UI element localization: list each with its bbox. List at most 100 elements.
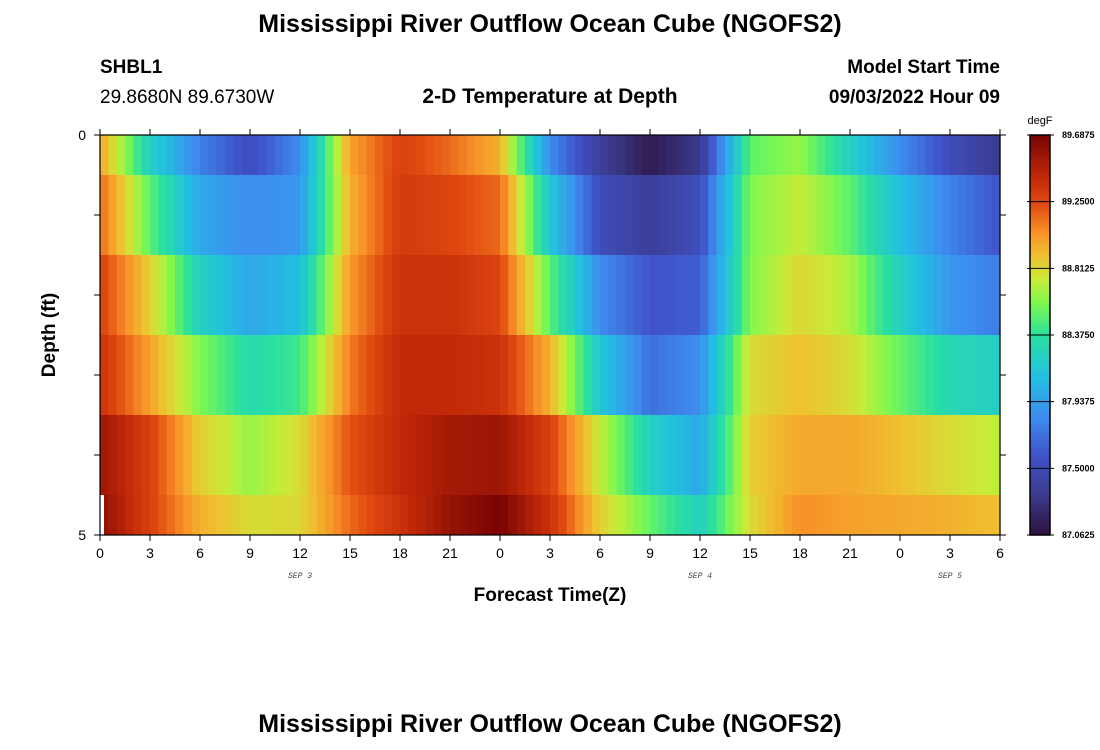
heatmap-cell: [466, 255, 476, 335]
heatmap-cell: [933, 135, 943, 175]
heatmap-cell: [408, 175, 418, 255]
heatmap-cell: [125, 135, 134, 175]
heatmap-cell: [333, 415, 343, 495]
colorbar-segment: [1030, 189, 1050, 192]
heatmap-cell: [691, 175, 701, 255]
heatmap-cell: [875, 135, 884, 175]
heatmap-cell: [966, 175, 976, 255]
heatmap-cell: [616, 255, 626, 335]
heatmap-cell: [741, 255, 751, 335]
heatmap-cell: [891, 255, 901, 335]
heatmap-cell: [208, 335, 218, 415]
heatmap-cell: [266, 175, 276, 255]
heatmap-cell: [550, 255, 559, 335]
x-tick-label: 6: [196, 545, 204, 561]
colorbar-segment: [1030, 167, 1050, 170]
heatmap-cell: [666, 135, 676, 175]
heatmap-cell: [675, 135, 684, 175]
heatmap-cell: [141, 335, 151, 415]
heatmap-cell: [383, 255, 393, 335]
heatmap-cell: [858, 495, 868, 535]
heatmap-cell: [583, 335, 593, 415]
colorbar-segment: [1030, 507, 1050, 510]
heatmap-cell: [533, 495, 543, 535]
colorbar-segment: [1030, 139, 1050, 142]
heatmap-cell: [891, 495, 901, 535]
heatmap-cell: [791, 175, 801, 255]
heatmap-cell: [525, 495, 534, 535]
colorbar-segment: [1030, 187, 1050, 190]
heatmap-cell: [566, 255, 576, 335]
heatmap-cell: [458, 495, 468, 535]
colorbar-segment: [1030, 399, 1050, 402]
heatmap-cell: [150, 415, 159, 495]
colorbar-segment: [1030, 441, 1050, 444]
heatmap-cell: [591, 415, 601, 495]
heatmap-cell: [125, 415, 134, 495]
colorbar-segment: [1030, 159, 1050, 162]
heatmap-cell: [500, 335, 509, 415]
colorbar-segment: [1030, 493, 1050, 496]
heatmap-cell: [850, 415, 859, 495]
heatmap-cell: [183, 495, 193, 535]
heatmap-cell: [158, 415, 168, 495]
heatmap-cell: [850, 335, 859, 415]
heatmap-cell: [341, 335, 351, 415]
heatmap-cell: [766, 415, 776, 495]
heatmap-cell: [116, 415, 126, 495]
heatmap-cell: [341, 135, 351, 175]
heatmap-cell: [258, 415, 268, 495]
colorbar-segment: [1030, 529, 1050, 532]
heatmap-cell: [191, 135, 201, 175]
heatmap-cell: [833, 335, 843, 415]
heatmap-cell: [525, 175, 534, 255]
heatmap-cells: [100, 135, 1001, 535]
heatmap-cell: [825, 495, 834, 535]
heatmap-cell: [733, 175, 743, 255]
heatmap-cell: [600, 175, 609, 255]
colorbar-segment: [1030, 137, 1050, 140]
heatmap-cell: [408, 255, 418, 335]
colorbar-segment: [1030, 217, 1050, 220]
heatmap-cell: [150, 135, 159, 175]
heatmap-cell: [333, 335, 343, 415]
colorbar-segment: [1030, 307, 1050, 310]
heatmap-cell: [916, 415, 926, 495]
heatmap-cell: [733, 255, 743, 335]
heatmap-cell: [866, 335, 876, 415]
heatmap-cell: [158, 255, 168, 335]
heatmap-cell: [916, 175, 926, 255]
heatmap-cell: [100, 255, 109, 335]
colorbar-segment: [1030, 165, 1050, 168]
colorbar-segment: [1030, 241, 1050, 244]
heatmap-cell: [450, 255, 459, 335]
colorbar-segment: [1030, 277, 1050, 280]
heatmap-cell: [325, 255, 334, 335]
heatmap-cell: [200, 335, 209, 415]
heatmap-cell: [466, 415, 476, 495]
colorbar-segment: [1030, 525, 1050, 528]
colorbar-segment: [1030, 387, 1050, 390]
colorbar-segment: [1030, 471, 1050, 474]
heatmap-cell: [608, 495, 618, 535]
heatmap-cell: [450, 135, 459, 175]
heatmap-cell: [275, 135, 284, 175]
colorbar-segment: [1030, 505, 1050, 508]
heatmap-cell: [700, 335, 709, 415]
colorbar-segment: [1030, 245, 1050, 248]
heatmap-cell: [616, 175, 626, 255]
heatmap-cell: [450, 415, 459, 495]
colorbar-segment: [1030, 473, 1050, 476]
heatmap-cell: [383, 495, 393, 535]
heatmap-cell: [725, 495, 734, 535]
heatmap-cell: [491, 255, 501, 335]
heatmap-cell: [633, 135, 643, 175]
heatmap-cell: [841, 415, 851, 495]
date-label: SEP 5: [938, 572, 962, 581]
heatmap-cell: [208, 175, 218, 255]
colorbar-segment: [1030, 479, 1050, 482]
colorbar-segment: [1030, 271, 1050, 274]
heatmap-cell: [558, 175, 568, 255]
heatmap-cell: [225, 175, 234, 255]
heatmap-cell: [541, 495, 551, 535]
